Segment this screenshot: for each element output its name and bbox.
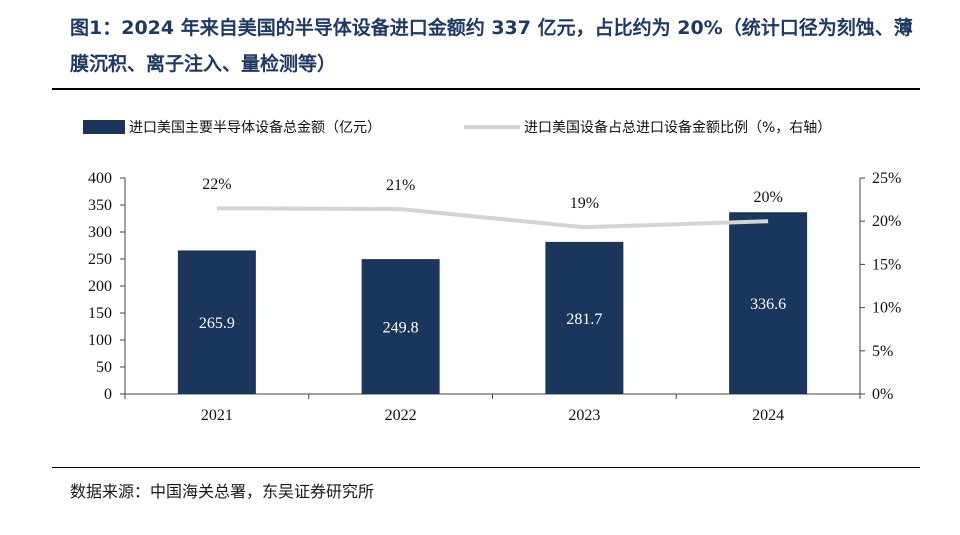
y-tick-label: 150 [88,305,112,322]
bar-value-label: 281.7 [566,311,602,328]
y-tick-label: 50 [96,359,112,376]
legend: 进口美国主要半导体设备总金额（亿元） 进口美国设备占总进口设备金额比例（%，右轴… [83,119,831,136]
y2-tick-label: 20% [872,213,901,230]
ratio-value-label: 21% [386,177,415,194]
legend-line-label: 进口美国设备占总进口设备金额比例（%，右轴） [524,119,831,136]
y-tick-label: 350 [88,197,112,214]
y-tick-label: 0 [104,386,112,403]
y-tick-label: 100 [88,332,112,349]
x-tick-label: 2023 [568,407,600,424]
x-tick-label: 2021 [201,407,233,424]
legend-bar-swatch [83,120,125,134]
y-tick-label: 400 [88,170,112,187]
bar-value-label: 336.6 [750,296,786,313]
bar-2023 [545,241,624,394]
bar-value-label: 265.9 [199,315,235,332]
bar-value-label: 249.8 [383,320,419,337]
y2-tick-label: 0% [872,386,893,403]
y-tick-label: 250 [88,251,112,268]
axes: 0 50 100 150 200 250 300 350 400 0% 5% 10% 15% 20% 25% [88,170,901,403]
x-tick-label: 2022 [385,407,417,424]
bar-2022 [361,259,440,394]
bars [177,212,808,394]
y-tick-label: 300 [88,224,112,241]
y2-tick-label: 5% [872,343,893,360]
ratio-value-label: 22% [202,176,231,193]
y2-tick-label: 25% [872,170,901,187]
bottom-rule [52,467,920,468]
ratio-value-label: 20% [753,189,782,206]
ratio-value-label: 19% [570,195,599,212]
x-tick-label: 2024 [752,407,784,424]
y-tick-label: 200 [88,278,112,295]
top-rule [52,88,920,90]
ratio-line [216,206,769,230]
source-note: 数据来源：中国海关总署，东吴证券研究所 [70,482,375,501]
legend-bar-label: 进口美国主要半导体设备总金额（亿元） [129,119,381,136]
chart-title: 图1：2024 年来自美国的半导体设备进口金额约 337 亿元，占比约为 20%… [70,17,913,75]
bar-2021 [177,250,256,394]
ratio-line-path [216,206,769,230]
data-labels: 265.9 2021 22% 249.8 2022 21% 281.7 2023 19% 336.… [199,176,786,424]
chart: 进口美国主要半导体设备总金额（亿元） 进口美国设备占总进口设备金额比例（%，右轴… [83,119,901,424]
y2-tick-label: 15% [872,256,901,273]
y2-tick-label: 10% [872,300,901,317]
bar-2024 [729,212,808,394]
